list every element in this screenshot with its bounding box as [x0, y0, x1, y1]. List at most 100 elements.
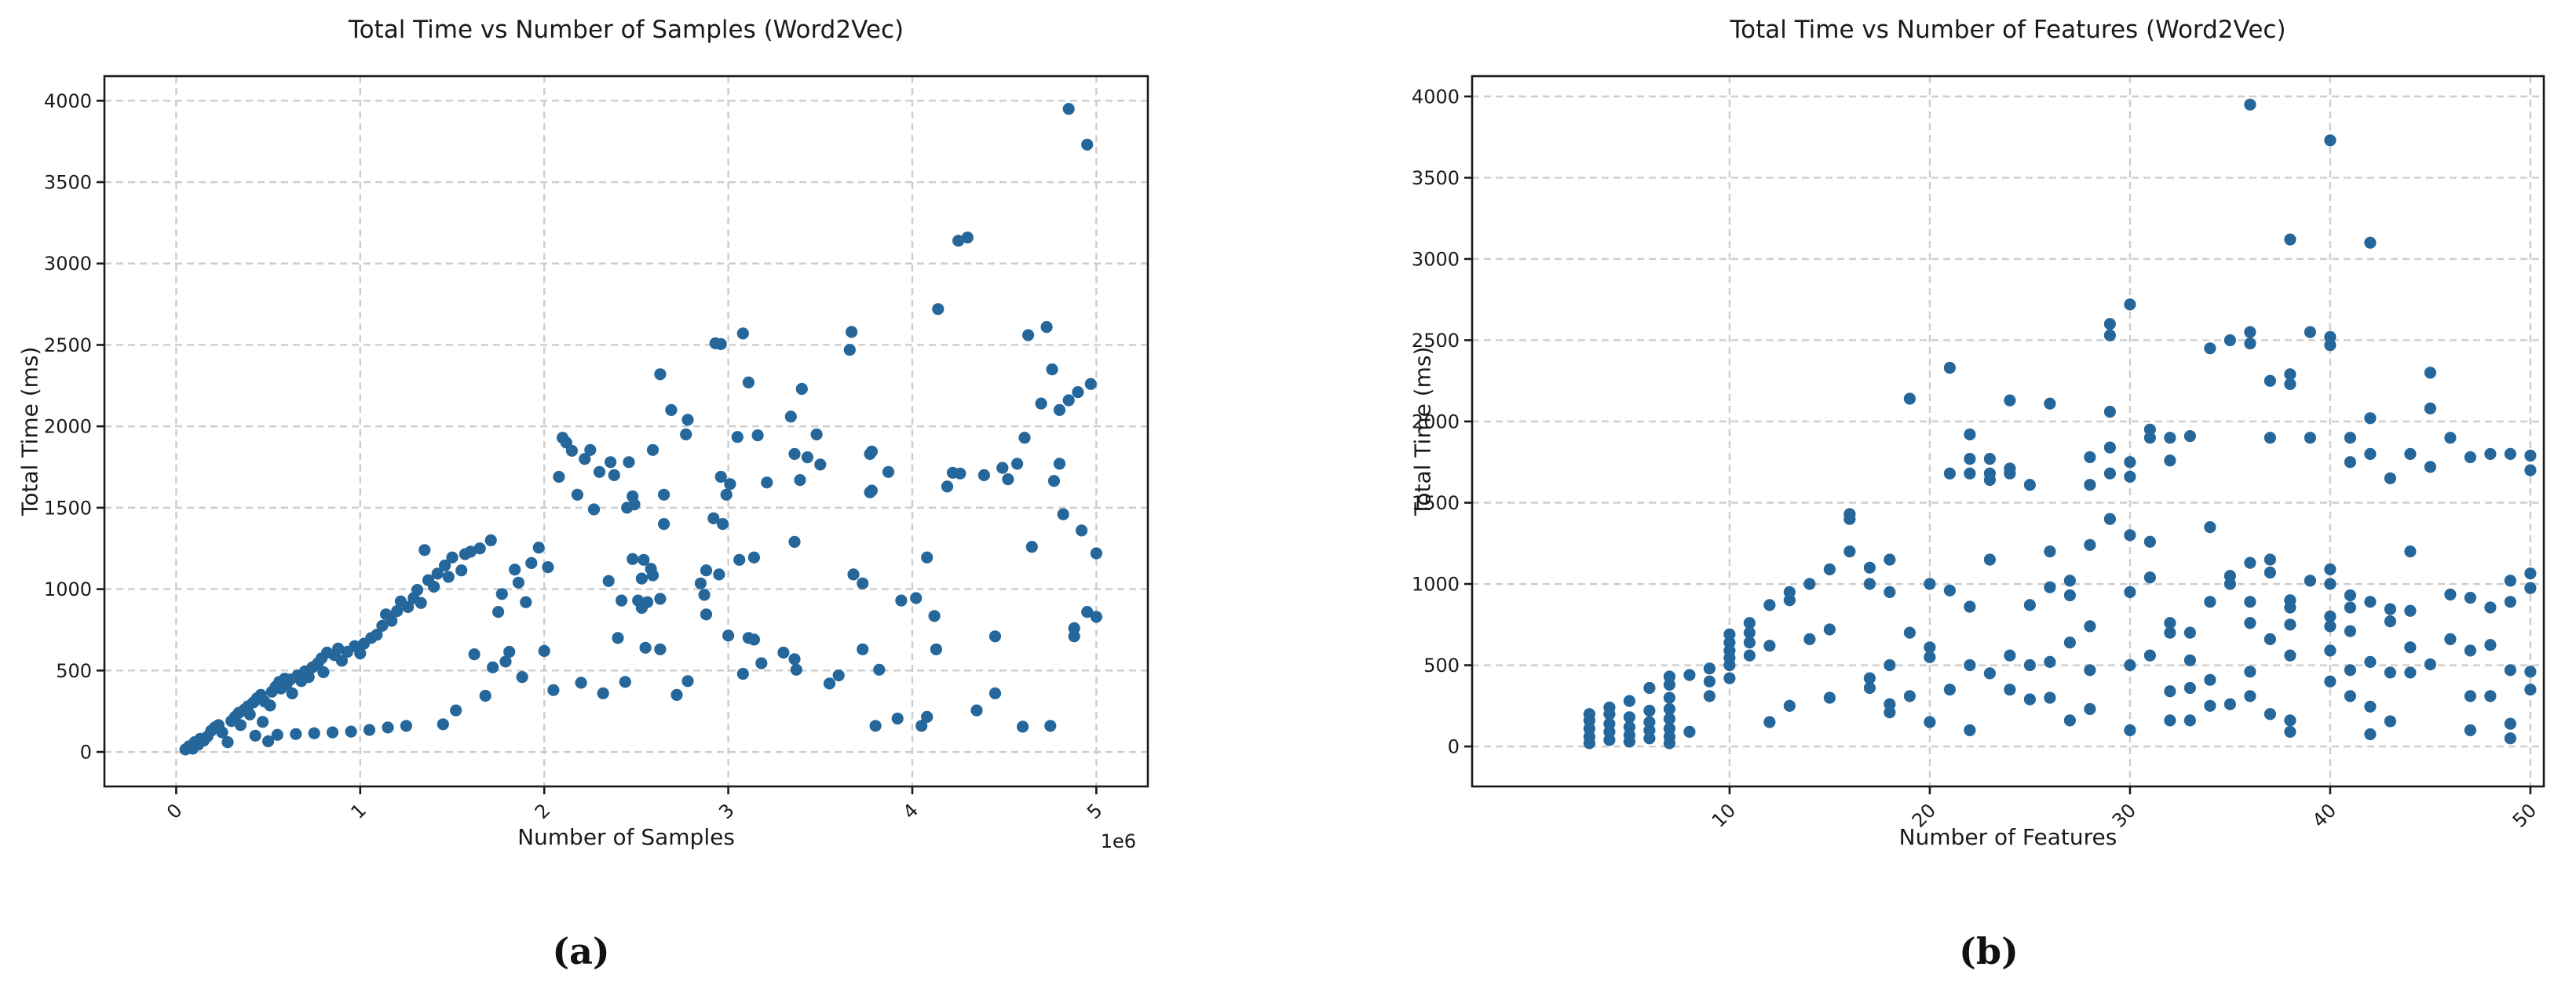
data-point: [616, 594, 628, 607]
chart-a-x-axis-label: Number of Samples: [517, 824, 735, 850]
data-point: [777, 646, 790, 659]
data-point: [415, 597, 427, 609]
data-point: [2324, 330, 2337, 343]
data-point: [2204, 699, 2216, 712]
data-point: [2344, 625, 2356, 637]
data-point: [654, 593, 667, 605]
data-point: [2143, 535, 2156, 548]
data-point: [446, 551, 459, 564]
data-point: [308, 727, 320, 739]
data-point: [895, 594, 908, 607]
data-point: [1090, 547, 1102, 560]
data-point: [2324, 644, 2337, 657]
data-point: [2444, 432, 2457, 444]
data-point: [2063, 589, 2076, 602]
data-point: [2524, 582, 2537, 594]
data-point: [1643, 724, 1656, 737]
data-point: [720, 488, 733, 501]
data-point: [2384, 666, 2396, 679]
data-point: [1703, 690, 1716, 702]
data-point: [2284, 233, 2296, 246]
caption-b: (b): [1959, 930, 2019, 972]
data-point: [479, 689, 491, 702]
data-point: [1884, 698, 1896, 710]
data-point: [2284, 725, 2296, 739]
y-tick-label: 0: [1448, 736, 1460, 758]
data-point: [2084, 451, 2096, 464]
data-point: [1783, 699, 1796, 712]
data-point: [525, 556, 538, 570]
data-point: [2504, 447, 2516, 461]
data-point: [2364, 655, 2377, 669]
data-point: [635, 572, 649, 585]
data-point: [575, 677, 587, 689]
data-point: [1983, 467, 1996, 480]
data-point: [602, 575, 615, 587]
data-point: [2464, 724, 2476, 737]
data-point: [2384, 603, 2396, 615]
data-point: [910, 592, 923, 604]
data-point: [2524, 666, 2537, 678]
data-point: [747, 633, 761, 646]
data-point: [1964, 724, 1976, 737]
data-point: [658, 518, 670, 531]
data-point: [547, 684, 560, 696]
data-point: [755, 657, 768, 670]
data-point: [2103, 441, 2116, 454]
y-tick-label: 4000: [44, 90, 92, 112]
data-point: [681, 675, 694, 688]
data-point: [857, 643, 869, 655]
data-point: [2124, 456, 2136, 469]
data-point: [846, 326, 858, 338]
data-point: [1903, 392, 1916, 405]
data-point: [2124, 586, 2136, 599]
data-point: [1663, 713, 1675, 725]
data-point: [2324, 563, 2337, 576]
data-point: [2424, 461, 2436, 473]
data-point: [2164, 626, 2176, 639]
data-point: [1663, 691, 1675, 704]
data-point: [2204, 342, 2216, 355]
data-point: [1081, 138, 1094, 151]
data-point: [376, 619, 389, 632]
data-point: [2424, 402, 2436, 415]
data-point: [2004, 684, 2016, 696]
data-point: [2244, 666, 2256, 678]
y-tick-label: 2000: [44, 416, 92, 438]
data-point: [2464, 451, 2476, 464]
data-point: [2223, 570, 2236, 582]
data-point: [639, 641, 652, 654]
data-point: [2044, 581, 2056, 593]
data-point: [1025, 541, 1038, 553]
caption-a: (a): [552, 930, 610, 972]
data-point: [1964, 659, 1976, 672]
data-point: [658, 488, 670, 501]
data-point: [928, 610, 941, 622]
data-point: [264, 699, 276, 712]
data-point: [2103, 513, 2116, 525]
data-point: [654, 643, 667, 655]
data-point: [1683, 725, 1696, 739]
data-point: [1603, 701, 1616, 714]
data-point: [823, 677, 836, 690]
data-point: [2404, 641, 2417, 654]
chart-b-title: Total Time vs Number of Features (Word2V…: [1730, 16, 2286, 44]
data-point: [363, 724, 376, 736]
data-point: [418, 544, 431, 556]
data-point: [952, 235, 965, 247]
data-point: [694, 577, 707, 589]
data-point: [538, 644, 550, 658]
data-point: [814, 458, 827, 471]
data-point: [646, 443, 660, 456]
data-point: [2244, 98, 2256, 111]
data-point: [921, 710, 934, 724]
data-point: [579, 453, 591, 465]
data-point: [1763, 716, 1776, 728]
data-point: [2223, 698, 2236, 710]
data-point: [2244, 617, 2256, 629]
data-point: [290, 728, 302, 740]
data-point: [619, 676, 631, 688]
data-point: [665, 403, 678, 417]
data-point: [1035, 397, 1047, 410]
data-point: [2023, 659, 2036, 672]
